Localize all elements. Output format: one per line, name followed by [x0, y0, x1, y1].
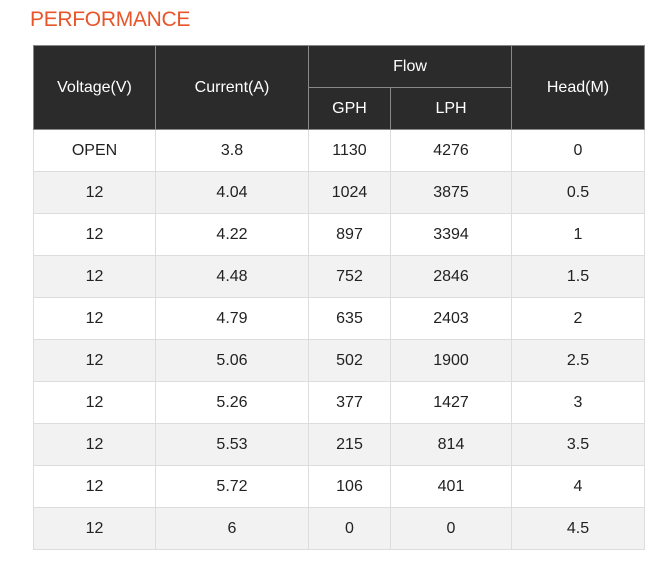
table-cell: 502: [308, 339, 391, 382]
table-cell: 0: [511, 129, 645, 172]
table-row: 12 4.48 752 2846 1.5: [33, 255, 645, 298]
header-cell: Head(M): [511, 45, 645, 130]
table-cell: 2846: [390, 255, 512, 298]
header-cell: LPH: [390, 87, 512, 130]
table-cell: 635: [308, 297, 391, 340]
table-cell: 12: [33, 171, 156, 214]
header-cell: GPH: [308, 87, 391, 130]
table-cell: 4.22: [155, 213, 309, 256]
table-row: 12 5.06 502 1900 2.5: [33, 339, 645, 382]
table-cell: 4: [511, 465, 645, 508]
table-cell: 2: [511, 297, 645, 340]
table-cell: 1024: [308, 171, 391, 214]
table-cell: 5.72: [155, 465, 309, 508]
table-cell: 752: [308, 255, 391, 298]
table-cell: 6: [155, 507, 309, 550]
table-cell: 12: [33, 255, 156, 298]
table-cell: 12: [33, 381, 156, 424]
performance-table: Voltage(V) Current(A) Flow Head(M) GPH L…: [33, 45, 645, 550]
table-cell: 3.5: [511, 423, 645, 466]
table-cell: 2403: [390, 297, 512, 340]
table-cell: OPEN: [33, 129, 156, 172]
table-cell: 12: [33, 213, 156, 256]
table-cell: 5.26: [155, 381, 309, 424]
table-cell: 4.04: [155, 171, 309, 214]
table-cell: 12: [33, 465, 156, 508]
table-cell: 1: [511, 213, 645, 256]
header-cell: Voltage(V): [33, 45, 156, 130]
table-cell: 5.53: [155, 423, 309, 466]
table-cell: 4276: [390, 129, 512, 172]
header-cell: Flow: [308, 45, 512, 88]
table-row: 12 4.79 635 2403 2: [33, 297, 645, 340]
table-cell: 2.5: [511, 339, 645, 382]
table-row: 12 5.26 377 1427 3: [33, 381, 645, 424]
table-cell: 106: [308, 465, 391, 508]
table-cell: 3: [511, 381, 645, 424]
table-row: 12 4.22 897 3394 1: [33, 213, 645, 256]
table-cell: 0.5: [511, 171, 645, 214]
table-cell: 401: [390, 465, 512, 508]
table-cell: 1130: [308, 129, 391, 172]
table-cell: 814: [390, 423, 512, 466]
table-cell: 5.06: [155, 339, 309, 382]
table-row: 12 5.53 215 814 3.5: [33, 423, 645, 466]
table-cell: 12: [33, 339, 156, 382]
header-cell: Current(A): [155, 45, 309, 130]
table-row: OPEN 3.8 1130 4276 0: [33, 129, 645, 172]
table-row: 12 6 0 0 4.5: [33, 507, 645, 550]
table-cell: 0: [308, 507, 391, 550]
table-cell: 12: [33, 507, 156, 550]
table-cell: 4.79: [155, 297, 309, 340]
table-cell: 897: [308, 213, 391, 256]
table-cell: 4.48: [155, 255, 309, 298]
table-row: 12 5.72 106 401 4: [33, 465, 645, 508]
table-cell: 215: [308, 423, 391, 466]
table-cell: 1427: [390, 381, 512, 424]
table-cell: 377: [308, 381, 391, 424]
table-cell: 4.5: [511, 507, 645, 550]
table-cell: 12: [33, 423, 156, 466]
table-body: OPEN 3.8 1130 4276 0 12 4.04 1024 3875 0.5 12 4.22 8…: [33, 129, 645, 550]
table-row: 12 4.04 1024 3875 0.5: [33, 171, 645, 214]
table-cell: 3.8: [155, 129, 309, 172]
table-cell: 3394: [390, 213, 512, 256]
table-cell: 1.5: [511, 255, 645, 298]
table-cell: 0: [390, 507, 512, 550]
table-cell: 3875: [390, 171, 512, 214]
table-cell: 1900: [390, 339, 512, 382]
table-cell: 12: [33, 297, 156, 340]
section-title: PERFORMANCE: [30, 8, 191, 31]
